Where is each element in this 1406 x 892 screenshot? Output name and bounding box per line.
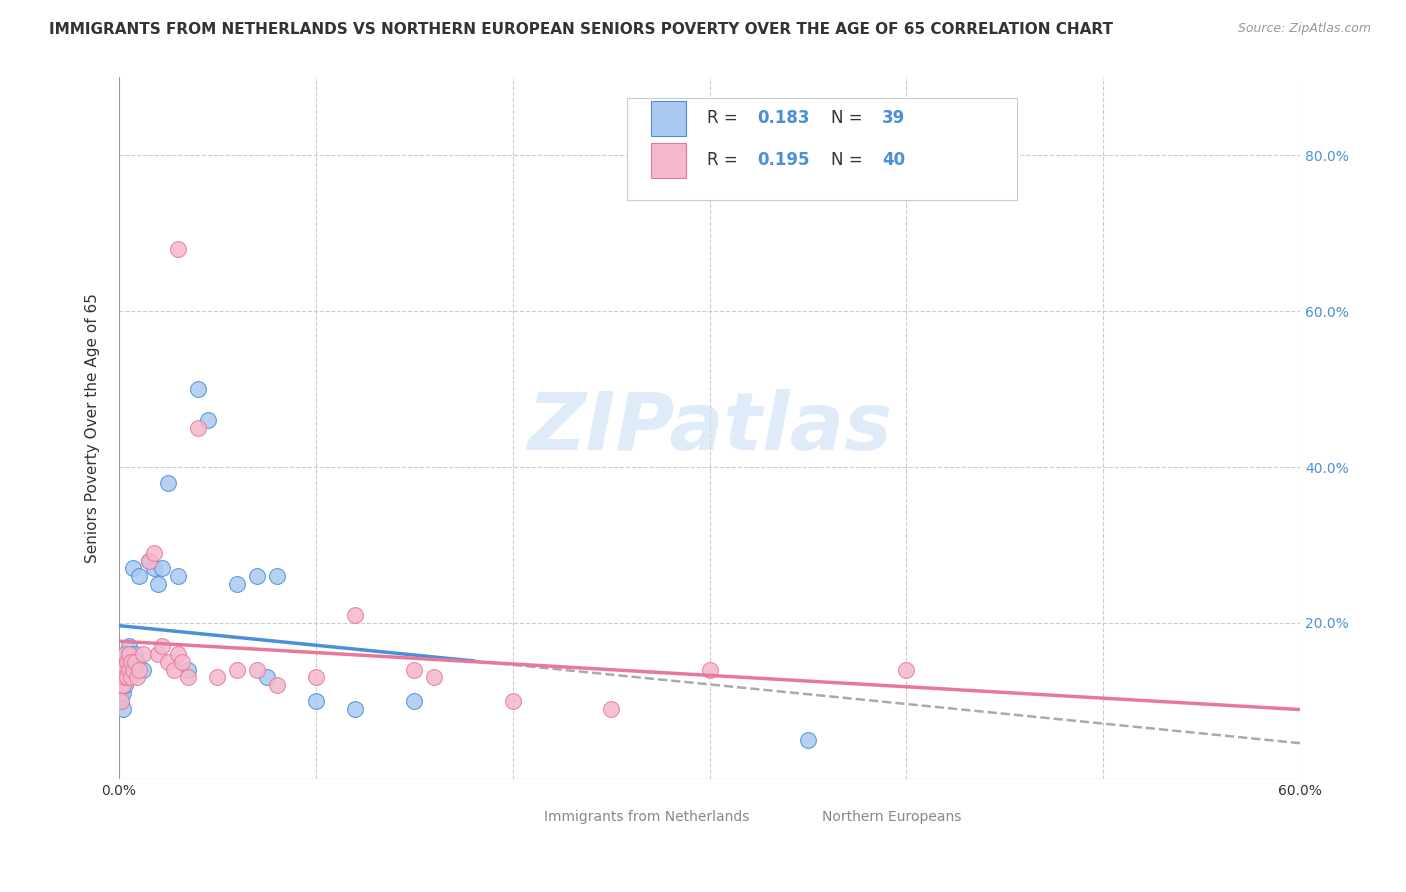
Point [305, 670, 328, 684]
Point [305, 694, 328, 708]
Bar [651, 101, 686, 136]
Text: 0.195: 0.195 [756, 151, 810, 169]
Point [167, 647, 190, 661]
Text: N =: N = [831, 151, 868, 169]
Point [157, 655, 180, 669]
Point [207, 670, 229, 684]
Point [111, 670, 134, 684]
Point [423, 670, 446, 684]
Text: R =: R = [707, 109, 744, 128]
Point [163, 663, 186, 677]
Point [128, 569, 150, 583]
Point [167, 242, 190, 256]
Point [115, 655, 138, 669]
Point [118, 647, 141, 661]
Point [170, 655, 193, 669]
Point [110, 694, 132, 708]
Point [256, 670, 278, 684]
Point [115, 670, 138, 684]
Point [246, 569, 269, 583]
Point [266, 678, 288, 692]
Point [187, 382, 209, 396]
Point [266, 569, 288, 583]
Point [111, 686, 134, 700]
Text: Source: ZipAtlas.com: Source: ZipAtlas.com [1237, 22, 1371, 36]
Point [125, 655, 148, 669]
Point [120, 655, 142, 669]
Point [114, 663, 136, 677]
Point [797, 732, 820, 747]
Y-axis label: Seniors Poverty Over the Age of 65: Seniors Poverty Over the Age of 65 [86, 293, 100, 563]
FancyBboxPatch shape [627, 98, 1017, 200]
Text: 0.183: 0.183 [756, 109, 810, 128]
Point [111, 663, 134, 677]
Point [120, 670, 142, 684]
Text: Immigrants from Netherlands: Immigrants from Netherlands [544, 810, 749, 824]
Point [167, 569, 190, 583]
Point [150, 639, 173, 653]
Point [896, 663, 918, 677]
Point [344, 608, 367, 623]
Point [110, 686, 132, 700]
Point [114, 647, 136, 661]
Point [226, 663, 249, 677]
Point [115, 670, 138, 684]
Point [600, 701, 623, 715]
Text: R =: R = [707, 151, 744, 169]
Point [143, 561, 166, 575]
Point [120, 663, 142, 677]
Point [404, 663, 426, 677]
Point [110, 678, 132, 692]
Point [404, 694, 426, 708]
Point [121, 655, 143, 669]
Point [246, 663, 269, 677]
Bar [509, 808, 534, 826]
Point [110, 694, 132, 708]
Point [120, 647, 142, 661]
Text: IMMIGRANTS FROM NETHERLANDS VS NORTHERN EUROPEAN SENIORS POVERTY OVER THE AGE OF: IMMIGRANTS FROM NETHERLANDS VS NORTHERN … [49, 22, 1114, 37]
Point [197, 413, 219, 427]
Point [124, 647, 146, 661]
Point [124, 655, 146, 669]
Point [111, 678, 134, 692]
Point [114, 647, 136, 661]
Point [131, 663, 153, 677]
Point [157, 475, 180, 490]
Text: Northern Europeans: Northern Europeans [821, 810, 962, 824]
Point [148, 577, 170, 591]
Point [110, 670, 132, 684]
Point [502, 694, 524, 708]
Point [344, 701, 367, 715]
Point [114, 670, 136, 684]
Point [187, 421, 209, 435]
Point [121, 561, 143, 575]
Point [150, 561, 173, 575]
Point [128, 663, 150, 677]
Point [138, 553, 160, 567]
Point [111, 655, 134, 669]
Point [148, 647, 170, 661]
Point [118, 639, 141, 653]
Bar [786, 808, 813, 826]
Point [143, 546, 166, 560]
Point [131, 647, 153, 661]
Text: 39: 39 [882, 109, 905, 128]
Point [177, 670, 200, 684]
Bar [651, 143, 686, 178]
Point [118, 655, 141, 669]
Point [138, 553, 160, 567]
Point [115, 655, 138, 669]
Text: N =: N = [831, 109, 868, 128]
Point [125, 670, 148, 684]
Point [121, 663, 143, 677]
Point [118, 663, 141, 677]
Point [114, 678, 136, 692]
Point [177, 663, 200, 677]
Text: 40: 40 [882, 151, 905, 169]
Point [699, 663, 721, 677]
Point [111, 701, 134, 715]
Text: ZIPatlas: ZIPatlas [527, 389, 891, 467]
Point [226, 577, 249, 591]
